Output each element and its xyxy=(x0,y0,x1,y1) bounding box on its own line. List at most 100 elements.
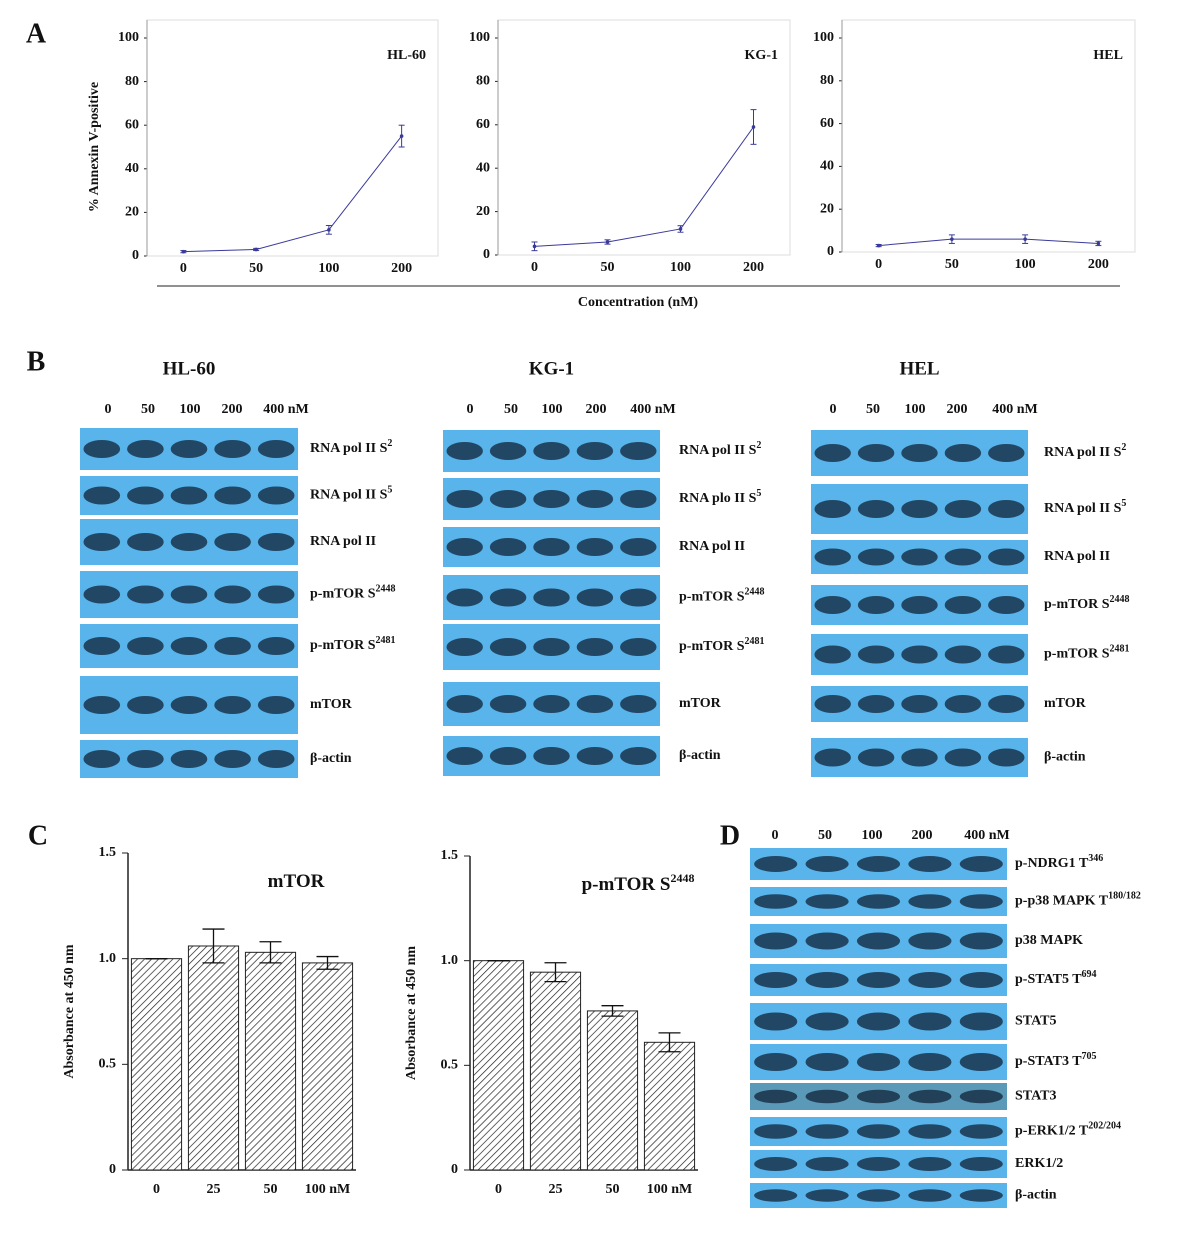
y-tick-label: 20 xyxy=(476,204,490,219)
blot-row-label-text: p-NDRG1 T xyxy=(1015,856,1089,871)
blot-row-label-sup: 2448 xyxy=(1109,594,1129,605)
y-tick-label: 40 xyxy=(125,161,139,176)
bar xyxy=(586,1010,639,1171)
blot-band xyxy=(257,750,295,768)
blot-row-label-text: p-mTOR S xyxy=(679,639,745,654)
blot-band xyxy=(988,548,1025,566)
y-tick-label: 80 xyxy=(820,73,834,88)
blot-row-label-text: mTOR xyxy=(679,696,722,711)
blot-band xyxy=(214,486,251,505)
blot-band xyxy=(805,1053,849,1071)
bar xyxy=(244,951,297,1171)
blot-band xyxy=(805,1089,849,1104)
blot-band xyxy=(901,500,938,518)
x-axis-label: Concentration (nM) xyxy=(578,295,698,310)
lane-label: 200 xyxy=(222,402,243,417)
blot-band xyxy=(857,500,895,518)
blot-row-label-text: STAT5 xyxy=(1015,1014,1057,1029)
blot-band xyxy=(257,585,295,604)
blot-row-label: RNA plo II S5 xyxy=(679,488,761,506)
lane-label: 400 nM xyxy=(992,402,1038,417)
blot-row-label-text: p-STAT5 T xyxy=(1015,972,1082,987)
blot-row-label-sup: 2 xyxy=(1121,442,1126,453)
blot-band xyxy=(959,972,1003,988)
lane-label: 0 xyxy=(830,402,837,417)
blot-band xyxy=(446,588,483,607)
blot-row-label: RNA pol II S2 xyxy=(679,440,761,458)
y-axis-label: Absorbance at 450 nm xyxy=(62,944,77,1079)
blot-row-label-text: RNA pol II xyxy=(1044,549,1110,564)
blot-row-label-text: p-mTOR S xyxy=(679,590,745,605)
blot-band xyxy=(257,637,295,655)
lane-label: 400 nM xyxy=(964,828,1010,843)
blot-row-label: p-mTOR S2481 xyxy=(679,636,764,654)
lane-label: 200 xyxy=(586,402,607,417)
blot-band xyxy=(856,932,901,950)
y-tick-label: 0.5 xyxy=(441,1058,459,1073)
blot-row-label-text: RNA plo II S xyxy=(679,491,757,506)
blot-band xyxy=(988,596,1025,614)
blot-band xyxy=(814,748,851,767)
y-tick-label: 1.0 xyxy=(99,951,117,966)
blot-row-label-sup: 2448 xyxy=(744,586,764,597)
blot-row-label: p38 MAPK xyxy=(1015,933,1083,948)
blot-row-label-text: β-actin xyxy=(310,751,352,766)
blot-band xyxy=(170,486,208,505)
blot-band xyxy=(576,695,614,713)
blot-band xyxy=(944,500,982,518)
blot-row-label-sup: 694 xyxy=(1082,969,1097,980)
y-tick-label: 100 xyxy=(813,30,834,45)
blot-band xyxy=(170,533,208,551)
blot-band xyxy=(857,444,895,462)
blot-band xyxy=(257,696,295,714)
blot-band xyxy=(754,1053,798,1071)
blot-band xyxy=(857,596,895,614)
blot-band xyxy=(446,695,483,713)
blot-band xyxy=(127,696,164,714)
blot-band xyxy=(805,1189,849,1202)
blot-band xyxy=(489,588,527,607)
blot-row-label: β-actin xyxy=(1044,750,1086,765)
blot-row-label-text: STAT3 xyxy=(1015,1089,1057,1104)
blot-band xyxy=(988,748,1025,767)
y-tick-label: 60 xyxy=(820,116,834,131)
blot-band xyxy=(127,533,164,551)
x-tick-label: 0 xyxy=(153,1182,160,1197)
blot-band xyxy=(901,548,938,566)
blot-band xyxy=(959,856,1003,872)
blot-band xyxy=(620,638,657,656)
blot-band xyxy=(170,440,208,458)
blot-band xyxy=(214,585,251,604)
x-tick-label: 100 nM xyxy=(647,1182,693,1197)
blot-band xyxy=(856,1012,901,1031)
blot-band xyxy=(908,972,952,988)
blot-row-label-text: RNA pol II xyxy=(310,534,376,549)
blot-band xyxy=(959,1157,1003,1171)
blot-band xyxy=(257,440,295,458)
blot-band xyxy=(805,1012,849,1031)
y-tick-label: 0 xyxy=(483,247,490,262)
blot-band xyxy=(446,490,483,508)
blot-band xyxy=(908,1012,952,1031)
blot-band xyxy=(908,856,952,872)
blot-band xyxy=(170,696,208,714)
blot-band xyxy=(170,585,208,604)
bar xyxy=(529,971,582,1171)
blot-band xyxy=(620,538,657,556)
chart-title: KG-1 xyxy=(745,48,778,63)
x-tick-label: 0 xyxy=(531,260,538,275)
blot-band xyxy=(856,1089,901,1104)
blot-band xyxy=(754,1189,798,1202)
blot-band xyxy=(856,894,901,909)
blot-band xyxy=(489,442,527,460)
blot-band xyxy=(901,695,938,713)
blot-row-label: p-ERK1/2 T202/204 xyxy=(1015,1120,1121,1138)
blot-row-label: RNA pol II xyxy=(310,534,376,549)
blot-row-label-sup: 2481 xyxy=(1109,643,1129,654)
blot-title: HEL xyxy=(899,358,939,379)
blot-band xyxy=(959,1053,1003,1071)
blot-band xyxy=(446,442,483,460)
y-axis-label: Absorbance at 450 nm xyxy=(404,946,419,1081)
blot-row-label: STAT5 xyxy=(1015,1014,1057,1029)
blot-band xyxy=(533,442,570,460)
